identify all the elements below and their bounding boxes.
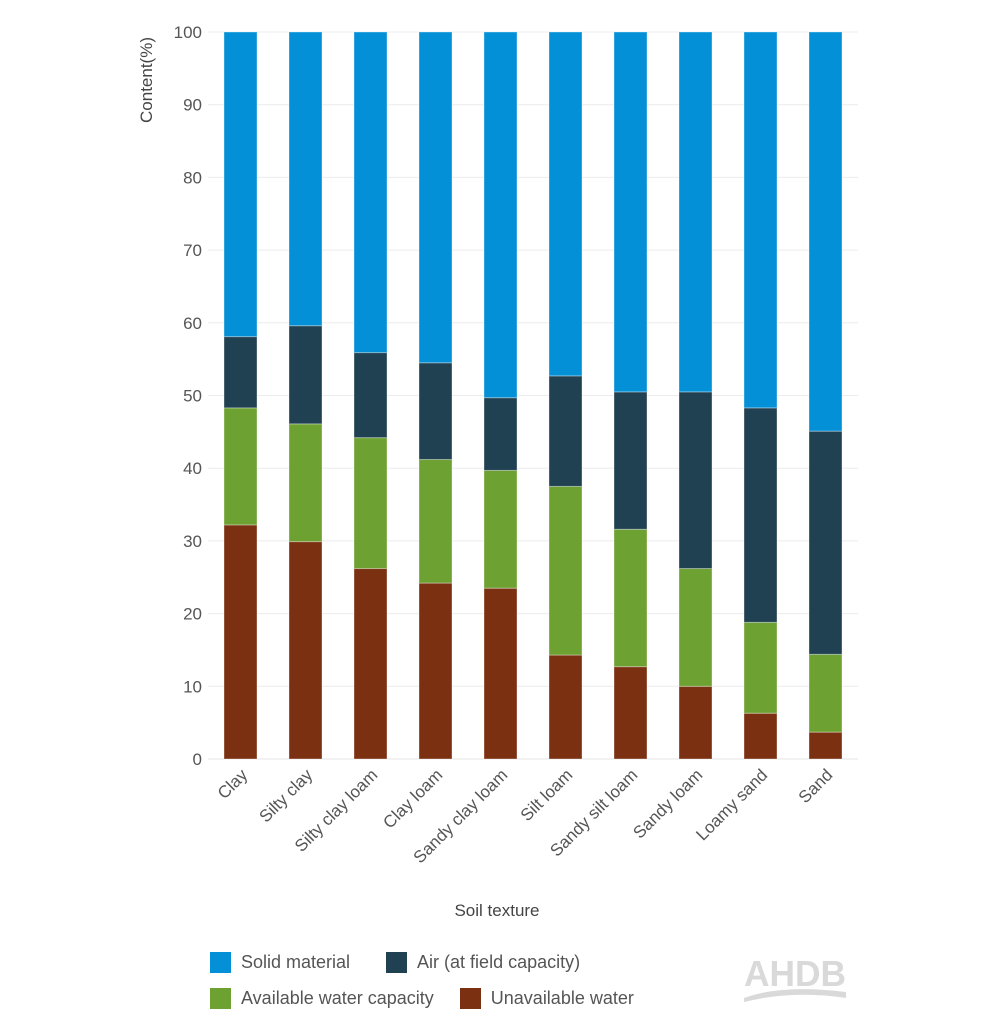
bar-segment-air-at-field-capacity[interactable]	[483, 397, 518, 471]
legend-swatch	[386, 951, 408, 973]
bars	[223, 31, 843, 760]
bar-segment-solid-material[interactable]	[678, 31, 713, 393]
y-tick-label: 50	[183, 387, 202, 406]
bar-segment-solid-material[interactable]	[223, 31, 258, 338]
x-axis-title: Soil texture	[454, 901, 539, 920]
y-tick-label: 70	[183, 241, 202, 260]
bar-segment-available-water-capacity[interactable]	[223, 407, 258, 526]
y-tick-label: 30	[183, 532, 202, 551]
bar-segment-air-at-field-capacity[interactable]	[678, 391, 713, 570]
legend-row: Available water capacity Unavailable wat…	[210, 980, 690, 1016]
bar-segment-unavailable-water[interactable]	[678, 685, 713, 760]
x-tick-label: Silt loam	[517, 765, 577, 825]
bar-segment-unavailable-water[interactable]	[353, 568, 388, 760]
bar-segment-available-water-capacity[interactable]	[483, 469, 518, 589]
bar-segment-available-water-capacity[interactable]	[353, 437, 388, 570]
y-tick-label: 20	[183, 605, 202, 624]
bar-segment-air-at-field-capacity[interactable]	[353, 352, 388, 439]
y-tick-label: 90	[183, 96, 202, 115]
bar-segment-solid-material[interactable]	[288, 31, 323, 327]
bar-segment-solid-material[interactable]	[548, 31, 583, 377]
logo-text: AHDB	[744, 954, 846, 994]
y-tick-label: 80	[183, 168, 202, 187]
y-tick-label: 40	[183, 459, 202, 478]
bar-segment-solid-material[interactable]	[808, 31, 843, 432]
bar-segment-air-at-field-capacity[interactable]	[288, 325, 323, 425]
bar-segment-air-at-field-capacity[interactable]	[808, 430, 843, 655]
bar-segment-solid-material[interactable]	[613, 31, 648, 393]
bar-segment-unavailable-water[interactable]	[808, 731, 843, 760]
bar-segment-available-water-capacity[interactable]	[288, 423, 323, 543]
x-tick-label: Silty clay	[255, 765, 316, 826]
x-tick-label: Sand	[795, 765, 837, 807]
legend-label: Available water capacity	[241, 987, 434, 1008]
y-tick-label: 60	[183, 314, 202, 333]
legend-label: Solid material	[241, 951, 351, 972]
legend-label: Air (at field capacity)	[417, 951, 581, 972]
bar-segment-available-water-capacity[interactable]	[613, 528, 648, 668]
bar-segment-unavailable-water[interactable]	[418, 582, 453, 760]
bar-segment-unavailable-water[interactable]	[223, 524, 258, 760]
y-axis-title: Content(%)	[137, 37, 156, 123]
bar-segment-unavailable-water[interactable]	[613, 666, 648, 760]
bar-segment-available-water-capacity[interactable]	[678, 568, 713, 687]
legend-item-available-water[interactable]: Available water capacity	[210, 987, 434, 1009]
legend-swatch	[459, 987, 481, 1009]
legend-label: Unavailable water	[490, 987, 634, 1008]
bar-segment-available-water-capacity[interactable]	[548, 485, 583, 656]
bar-segment-air-at-field-capacity[interactable]	[743, 407, 778, 623]
legend-row: Solid material Air (at field capacity)	[210, 944, 690, 980]
bar-segment-available-water-capacity[interactable]	[418, 458, 453, 584]
bar-segment-air-at-field-capacity[interactable]	[418, 362, 453, 460]
bar-segment-unavailable-water[interactable]	[743, 712, 778, 760]
bar-segment-unavailable-water[interactable]	[548, 654, 583, 760]
bar-segment-solid-material[interactable]	[418, 31, 453, 364]
bar-segment-air-at-field-capacity[interactable]	[613, 391, 648, 530]
ahdb-logo: AHDB	[744, 954, 846, 1002]
bar-segment-air-at-field-capacity[interactable]	[223, 336, 258, 409]
bar-segment-available-water-capacity[interactable]	[743, 621, 778, 714]
legend-item-air[interactable]: Air (at field capacity)	[386, 951, 581, 973]
bar-segment-solid-material[interactable]	[743, 31, 778, 409]
y-tick-label: 0	[193, 750, 202, 769]
bar-segment-unavailable-water[interactable]	[483, 587, 518, 760]
legend: Solid material Air (at field capacity) A…	[210, 944, 690, 1016]
bar-segment-air-at-field-capacity[interactable]	[548, 375, 583, 487]
y-axis-ticks: 0 10 20 30 40 50 60 70 80 90 100	[174, 23, 202, 769]
bar-segment-unavailable-water[interactable]	[288, 541, 323, 760]
legend-item-solid-material[interactable]: Solid material	[210, 951, 351, 973]
legend-item-unavailable-water[interactable]: Unavailable water	[459, 987, 634, 1009]
legend-swatch	[210, 951, 231, 973]
x-tick-label: Clay loam	[379, 765, 446, 832]
bar-segment-solid-material[interactable]	[483, 31, 518, 399]
y-tick-label: 10	[183, 677, 202, 696]
logo-swoosh	[744, 989, 846, 1002]
x-tick-label: Clay	[214, 765, 252, 803]
bar-segment-available-water-capacity[interactable]	[808, 653, 843, 733]
legend-swatch	[210, 987, 231, 1009]
bar-segment-solid-material[interactable]	[353, 31, 388, 354]
y-tick-label: 100	[174, 23, 202, 42]
